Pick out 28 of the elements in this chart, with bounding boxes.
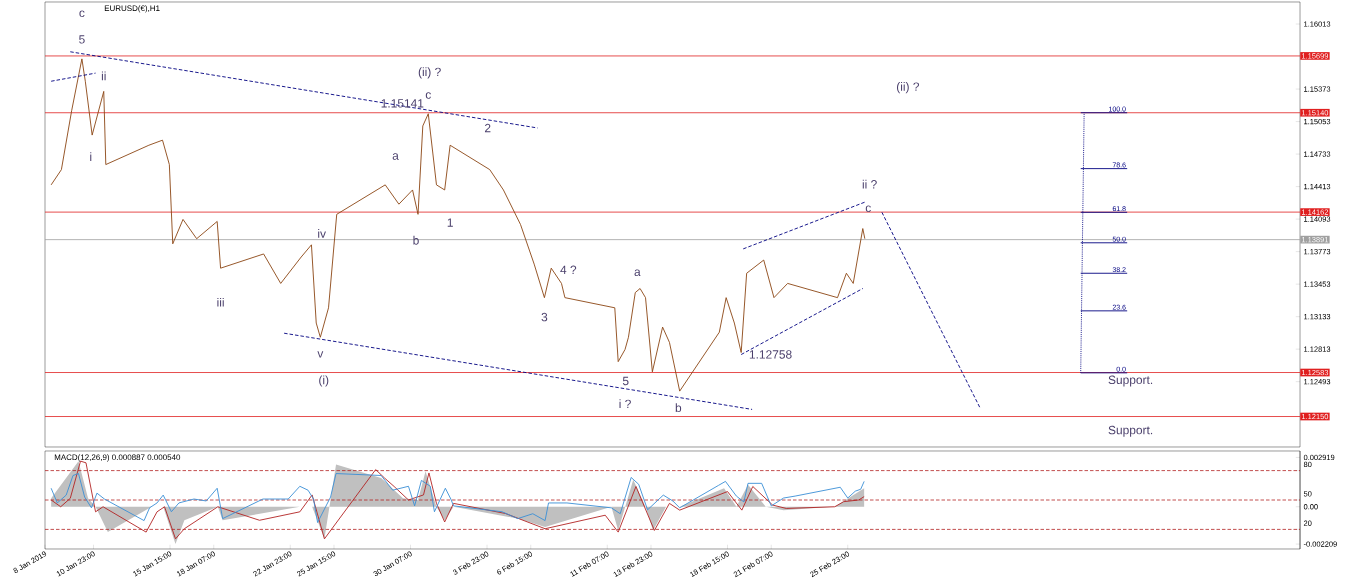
annotation: (i) [319, 375, 329, 387]
annotation: i [90, 152, 92, 161]
annotation: Support. [1108, 375, 1153, 387]
annotation: 2 [484, 123, 491, 133]
annotation: 5 [622, 376, 629, 386]
annotation: 3 [541, 312, 548, 322]
annotation: i ? [619, 399, 631, 409]
annotation: iv [318, 229, 326, 238]
annotation: c [425, 92, 431, 99]
annotation: iii [217, 297, 224, 307]
annotation: 1.15141 [381, 99, 424, 108]
annotation: 5 [79, 35, 85, 44]
annotation: b [413, 235, 419, 245]
annotation: ii [101, 71, 106, 81]
annotation: a [634, 269, 641, 276]
annotation: 4 ? [560, 265, 577, 274]
annotation: c [79, 10, 85, 18]
annotation: ii ? [862, 179, 877, 189]
annotation: Support. [1108, 425, 1153, 437]
annotation: c [865, 205, 871, 213]
annotation: v [317, 351, 324, 358]
annotation: 1.12758 [749, 350, 792, 359]
line-series [50, 58, 866, 392]
annotation: a [392, 153, 399, 160]
annotation: b [675, 403, 682, 412]
annotation: (ii) ? [896, 82, 920, 94]
annotation: (ii) ? [418, 67, 441, 79]
annotation: 1 [447, 218, 453, 227]
